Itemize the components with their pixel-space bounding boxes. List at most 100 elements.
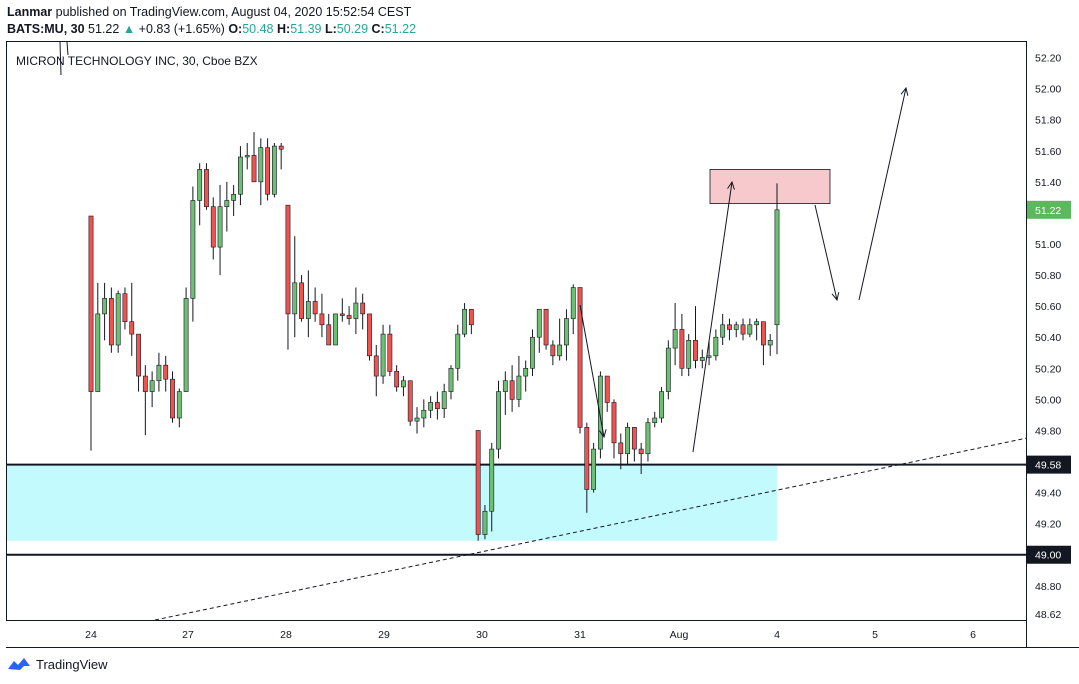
candle-body[interactable] <box>645 422 651 455</box>
candle-body[interactable] <box>394 371 400 388</box>
drawn-arrow-down-2[interactable] <box>814 204 838 301</box>
candle-body[interactable] <box>747 324 753 335</box>
candle-body[interactable] <box>659 391 664 419</box>
candle-body[interactable] <box>387 333 393 372</box>
candle-body[interactable] <box>713 336 719 357</box>
candle-body[interactable] <box>312 301 318 315</box>
candle-body[interactable] <box>238 156 243 195</box>
candle-body[interactable] <box>244 155 250 158</box>
candle-body[interactable] <box>604 375 610 403</box>
candle-body[interactable] <box>224 200 230 207</box>
candle-body[interactable] <box>611 402 617 444</box>
candle-body[interactable] <box>733 324 739 330</box>
candle-body[interactable] <box>149 380 155 392</box>
candle-body[interactable] <box>285 204 291 315</box>
candle-body[interactable] <box>156 364 162 382</box>
candle-body[interactable] <box>339 313 345 316</box>
candle-body[interactable] <box>468 308 474 326</box>
candle-body[interactable] <box>421 409 427 419</box>
candle-body[interactable] <box>530 336 535 369</box>
candle-body[interactable] <box>367 313 372 357</box>
dashed-trendline[interactable] <box>154 437 1027 621</box>
drawn-arrow-down-1[interactable] <box>579 304 605 438</box>
candle-body[interactable] <box>591 448 597 490</box>
candle-body[interactable] <box>265 147 270 195</box>
candle-body[interactable] <box>482 510 488 535</box>
candle-body[interactable] <box>462 308 467 335</box>
candle-body[interactable] <box>176 391 182 419</box>
candle-body[interactable] <box>652 417 658 423</box>
candle-body[interactable] <box>638 448 644 455</box>
candle-body[interactable] <box>102 298 107 315</box>
candle-body[interactable] <box>434 402 440 409</box>
candle-body[interactable] <box>441 391 447 409</box>
candle-body[interactable] <box>774 209 780 326</box>
candle-body[interactable] <box>217 206 223 248</box>
supply-zone[interactable] <box>709 169 831 204</box>
candle-body[interactable] <box>278 145 284 150</box>
candle-body[interactable] <box>183 298 189 392</box>
candle-body[interactable] <box>686 340 692 369</box>
candle-body[interactable] <box>346 315 352 319</box>
candle-body[interactable] <box>543 308 549 346</box>
candle-body[interactable] <box>740 324 746 335</box>
candle-body[interactable] <box>448 367 454 392</box>
candle-body[interactable] <box>292 282 298 315</box>
candle-body[interactable] <box>570 287 576 319</box>
candle-body[interactable] <box>536 308 542 338</box>
candle-body[interactable] <box>115 293 121 346</box>
candle-body[interactable] <box>326 324 332 346</box>
candle-body[interactable] <box>122 293 128 322</box>
candle-body[interactable] <box>618 442 624 455</box>
candle-body[interactable] <box>88 215 94 392</box>
candle-body[interactable] <box>577 287 583 428</box>
candle-body[interactable] <box>502 380 508 392</box>
candle-body[interactable] <box>333 313 338 346</box>
candle-body[interactable] <box>231 193 237 201</box>
candle-body[interactable] <box>190 200 196 299</box>
candle-body[interactable] <box>754 321 760 326</box>
candle-body[interactable] <box>761 321 766 346</box>
candle-body[interactable] <box>129 321 135 335</box>
candle-body[interactable] <box>475 430 481 535</box>
candle-body[interactable] <box>550 344 556 357</box>
candle-body[interactable] <box>523 367 529 377</box>
drawn-arrow-up-2[interactable] <box>858 87 907 301</box>
candle-body[interactable] <box>557 344 563 357</box>
candle-body[interactable] <box>108 298 114 346</box>
candle-body[interactable] <box>665 347 671 392</box>
candle-body[interactable] <box>401 380 406 388</box>
candle-body[interactable] <box>170 378 175 419</box>
candle-body[interactable] <box>210 206 216 248</box>
demand-zone[interactable] <box>7 464 777 541</box>
candle-body[interactable] <box>360 302 366 315</box>
candle-body[interactable] <box>455 333 461 369</box>
candle-body[interactable] <box>251 155 257 183</box>
candle-body[interactable] <box>564 318 569 346</box>
candle-body[interactable] <box>305 301 311 319</box>
candle-body[interactable] <box>489 448 495 512</box>
candle-body[interactable] <box>706 355 712 358</box>
candle-body[interactable] <box>136 333 141 377</box>
candle-body[interactable] <box>727 324 732 330</box>
candle-body[interactable] <box>672 329 678 349</box>
candle-body[interactable] <box>353 302 359 319</box>
candle-body[interactable] <box>584 427 590 490</box>
drawn-arrow-up-1[interactable] <box>692 181 733 453</box>
candle-body[interactable] <box>407 380 413 422</box>
candle-body[interactable] <box>428 402 434 411</box>
candle-body[interactable] <box>163 364 169 380</box>
candle-body[interactable] <box>95 313 101 392</box>
candle-body[interactable] <box>631 427 637 450</box>
candle-body[interactable] <box>204 169 209 207</box>
candle-body[interactable] <box>380 333 386 377</box>
candle-body[interactable] <box>509 380 515 400</box>
candle-body[interactable] <box>197 169 203 201</box>
candle-body[interactable] <box>516 375 522 400</box>
candle-body[interactable] <box>693 340 698 361</box>
candle-body[interactable] <box>767 340 773 346</box>
tradingview-footer[interactable]: TradingView <box>6 656 108 672</box>
candle-body[interactable] <box>142 375 148 392</box>
candle-body[interactable] <box>598 375 603 450</box>
candle-body[interactable] <box>299 282 304 319</box>
